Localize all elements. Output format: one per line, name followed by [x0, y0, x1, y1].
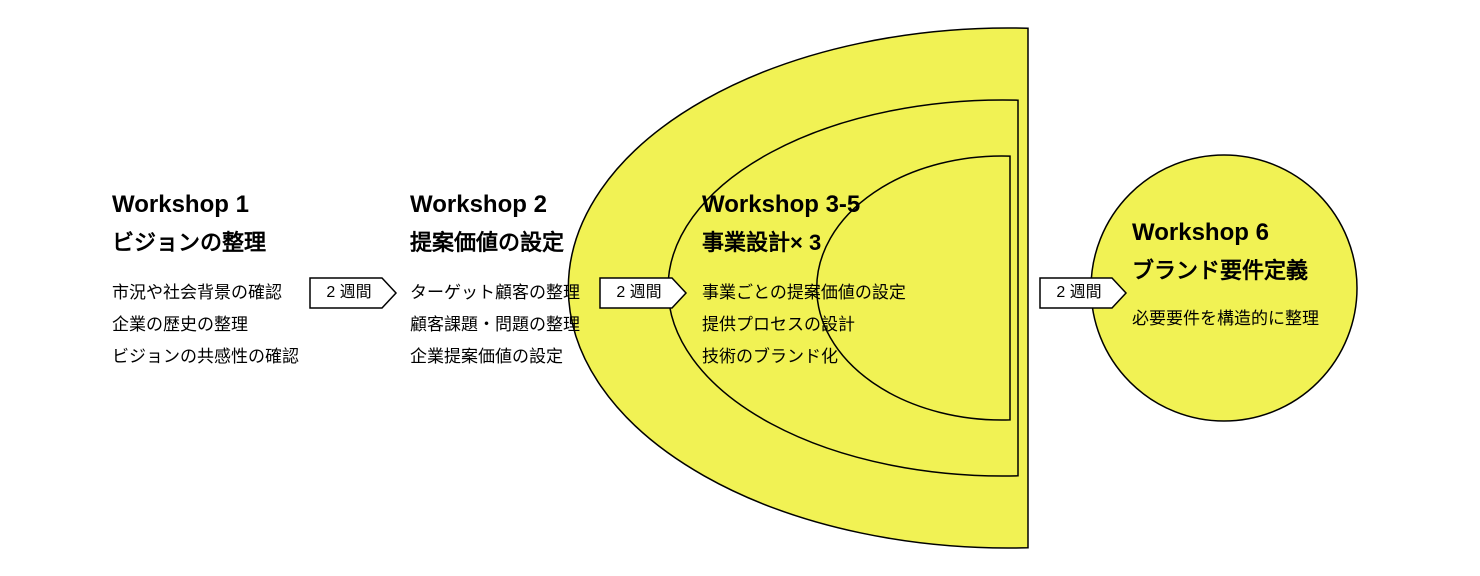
workshop-item-ws2-2: 顧客課題・問題の整理 — [410, 315, 580, 334]
interval-label-3: 2 週間 — [1056, 283, 1101, 301]
workshop-flow-diagram: 2 週間2 週間2 週間Workshop 1ビジョンの整理市況や社会背景の確認企… — [0, 0, 1480, 576]
workshop-item-ws2-3: 企業提案価値の設定 — [410, 347, 563, 366]
workshop-subtitle-ws3_5: 事業設計× 3 — [702, 230, 821, 255]
workshop-title-ws1: Workshop 1 — [112, 191, 249, 218]
workshop-item-ws1-1: 市況や社会背景の確認 — [112, 283, 282, 302]
circle-ws6 — [1091, 155, 1357, 421]
workshop-subtitle-ws1: ビジョンの整理 — [112, 230, 266, 255]
workshop-item-ws3_5-1: 事業ごとの提案価値の設定 — [702, 283, 906, 302]
workshop-item-ws1-3: ビジョンの共感性の確認 — [112, 347, 299, 366]
workshop-item-ws1-2: 企業の歴史の整理 — [112, 315, 248, 334]
workshop-item-ws3_5-2: 提供プロセスの設計 — [702, 315, 855, 334]
workshop-title-ws2: Workshop 2 — [410, 191, 547, 218]
workshop-item-ws2-1: ターゲット顧客の整理 — [410, 283, 580, 302]
workshop-item-ws6-1: 必要要件を構造的に整理 — [1132, 309, 1319, 328]
workshop-item-ws3_5-3: 技術のブランド化 — [702, 346, 838, 366]
workshop-subtitle-ws6: ブランド要件定義 — [1132, 258, 1308, 283]
workshop-title-ws3_5: Workshop 3-5 — [702, 191, 860, 218]
interval-label-2: 2 週間 — [616, 283, 661, 301]
workshop-title-ws6: Workshop 6 — [1132, 219, 1269, 246]
workshop-subtitle-ws2: 提案価値の設定 — [410, 230, 564, 255]
interval-label-1: 2 週間 — [326, 283, 371, 301]
